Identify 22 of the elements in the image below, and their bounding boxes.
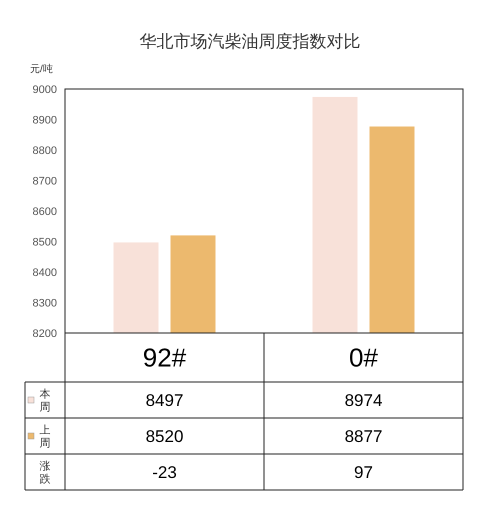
y-tick-label: 9000: [32, 84, 57, 96]
data-label: 8877: [344, 427, 382, 446]
x-tick-label: 92#: [142, 342, 187, 372]
legend-label: 上周: [40, 424, 50, 450]
x-tick-label: 0#: [349, 342, 378, 372]
data-label: 8497: [146, 391, 184, 410]
text: -23: [152, 463, 177, 482]
y-tick-label: 8400: [32, 267, 57, 279]
y-tick-label: 8600: [32, 206, 57, 218]
y-axis-title: 元/吨: [30, 63, 53, 75]
data-label: 8520: [146, 427, 184, 446]
y-tick-label: 8900: [32, 114, 57, 126]
text: 涨跌: [40, 460, 50, 486]
y-tick-label: 8300: [32, 298, 57, 310]
text: 97: [354, 463, 373, 482]
y-tick-label: 8700: [32, 176, 57, 188]
data-label: 8974: [344, 391, 382, 410]
legend-label: 本周: [40, 388, 50, 414]
chart-title: 华北市场汽柴油周度指数对比: [140, 32, 360, 51]
y-tick-label: 8800: [32, 145, 57, 157]
y-tick-label: 8200: [32, 328, 57, 340]
y-tick-label: 8500: [32, 236, 57, 248]
